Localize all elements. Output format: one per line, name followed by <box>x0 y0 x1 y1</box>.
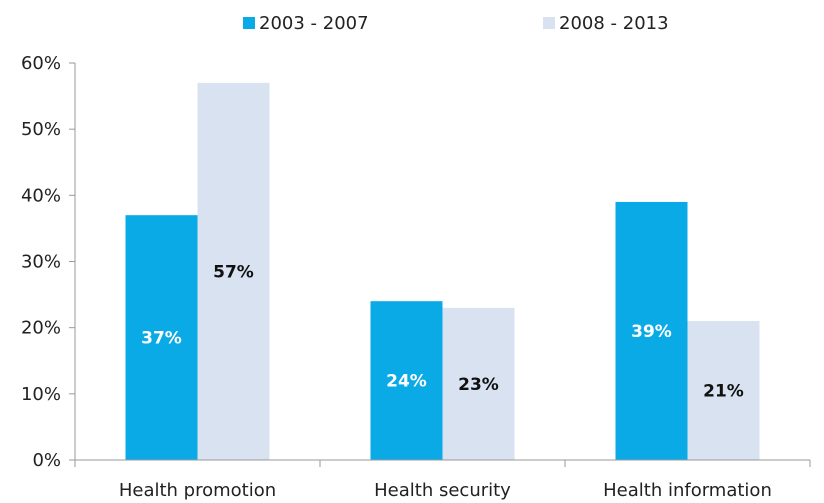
y-tick-label: 20% <box>21 318 61 339</box>
bars: 37% 57% 24% 23% 39% 21% <box>125 82 760 460</box>
bar <box>197 82 270 460</box>
data-label: 37% <box>141 329 182 349</box>
x-axis: Health promotion Health security Health in… <box>74 459 811 501</box>
data-label: 57% <box>213 262 254 282</box>
y-tick-label: 0% <box>32 450 61 471</box>
legend-swatch <box>543 17 555 29</box>
bar <box>615 201 688 460</box>
bar <box>370 301 443 460</box>
y-tick-label: 30% <box>21 252 61 273</box>
bar <box>442 307 515 460</box>
bar <box>125 215 198 460</box>
y-tick-label: 40% <box>21 185 61 206</box>
data-label: 21% <box>703 382 744 402</box>
legend-label: 2003 - 2007 <box>259 13 369 34</box>
x-category-label: Health information <box>603 480 772 501</box>
y-axis: 0% 10% 20% 30% 40% 50% 60% <box>21 53 76 471</box>
y-tick-label: 60% <box>21 53 61 74</box>
legend-label: 2008 - 2013 <box>559 13 669 34</box>
x-category-label: Health security <box>374 480 511 501</box>
y-tick-label: 50% <box>21 119 61 140</box>
x-category-label: Health promotion <box>119 480 276 501</box>
data-label: 23% <box>458 375 499 395</box>
data-label: 39% <box>631 322 672 342</box>
y-tick-label: 10% <box>21 384 61 405</box>
bar <box>687 321 760 460</box>
legend-swatch <box>243 17 255 29</box>
data-label: 24% <box>386 372 427 392</box>
chart-legend: 2003 - 2007 2008 - 2013 <box>243 13 669 34</box>
